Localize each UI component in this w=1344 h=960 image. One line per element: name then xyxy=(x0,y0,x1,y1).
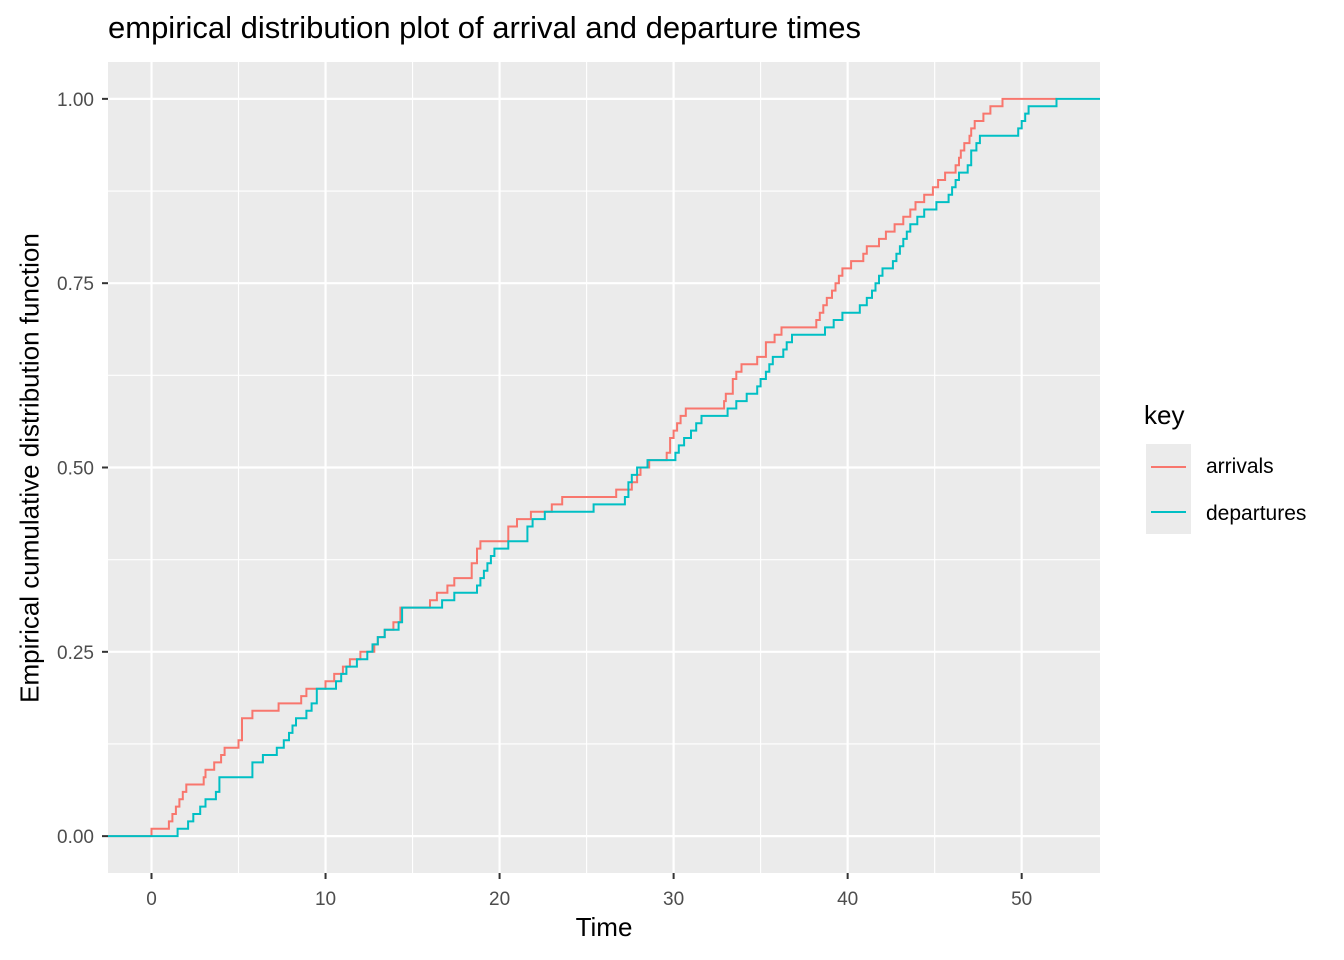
y-tick-label: 0.50 xyxy=(57,459,94,480)
y-tick-label: 0.75 xyxy=(57,274,94,295)
y-tick-label: 0.25 xyxy=(57,643,94,664)
x-tick-label: 50 xyxy=(1011,889,1032,910)
legend: key arrivals departures xyxy=(1144,400,1334,540)
y-tick-label: 1.00 xyxy=(57,90,94,111)
x-tick-label: 30 xyxy=(663,889,684,910)
x-axis-label: Time xyxy=(575,912,633,942)
x-tick-label: 20 xyxy=(489,889,510,910)
x-tick-label: 10 xyxy=(315,889,336,910)
legend-key-departures xyxy=(1146,489,1191,534)
x-tick-label: 40 xyxy=(837,889,858,910)
legend-label-departures: departures xyxy=(1206,502,1307,525)
series-line-departures xyxy=(108,97,1100,838)
legend-key-arrivals xyxy=(1146,444,1191,489)
x-tick-label: 0 xyxy=(146,889,157,910)
chart-title: empirical distribution plot of arrival a… xyxy=(108,10,861,45)
legend-title: key xyxy=(1144,400,1185,430)
y-axis-label: Empirical cumulative distribution functi… xyxy=(14,233,45,703)
legend-label-arrivals: arrivals xyxy=(1206,455,1274,478)
series-line-arrivals xyxy=(108,97,1057,838)
y-tick-label: 0.00 xyxy=(57,827,94,848)
legend-swatch-arrivals xyxy=(1151,466,1186,468)
legend-swatch-departures xyxy=(1151,511,1186,513)
